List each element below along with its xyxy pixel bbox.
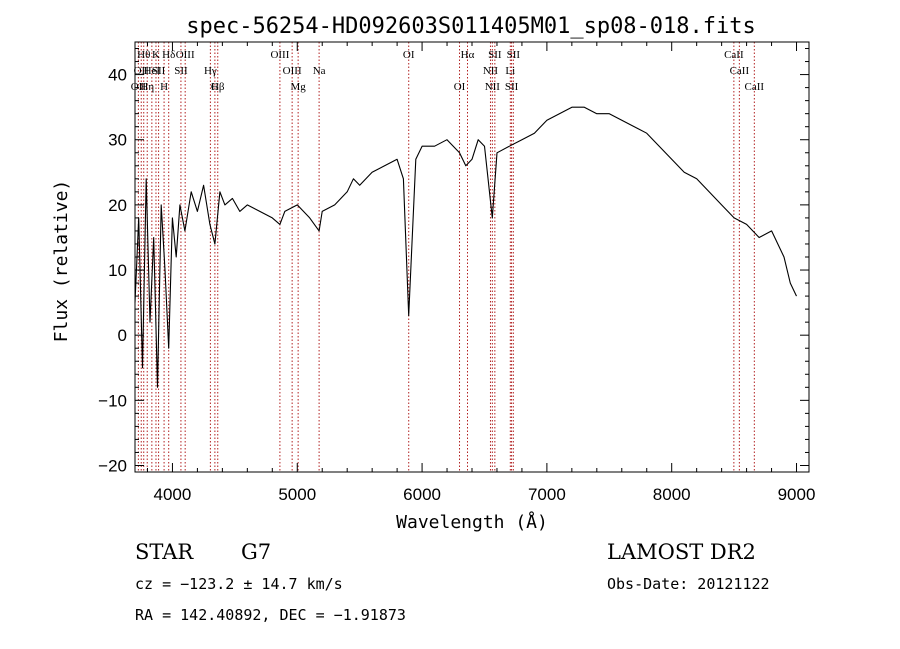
- obs-date-text: Obs-Date: 20121122: [607, 575, 770, 593]
- line-marker-label: Hγ: [204, 65, 217, 77]
- y-tick-label: 30: [108, 131, 127, 150]
- y-tick-label: 0: [118, 326, 127, 345]
- line-marker-label: OI: [403, 49, 415, 61]
- x-tick-label: 7000: [528, 485, 566, 504]
- chart-title: spec-56254-HD092603S011405M01_sp08-018.f…: [186, 14, 756, 39]
- line-marker-label: CaII: [724, 49, 744, 61]
- line-marker-label: OI: [454, 81, 466, 93]
- line-marker-label: Hδ: [162, 49, 175, 61]
- line-marker-label: NII: [485, 81, 501, 93]
- x-tick-label: 4000: [154, 485, 192, 504]
- survey-label: LAMOST DR2: [607, 540, 756, 564]
- line-marker-labels: OIIOIIHθHηHeIKSIIHHδSIIOIIIHγGHβOIIIOIII…: [131, 49, 765, 93]
- line-marker-label: K: [152, 49, 160, 61]
- line-marker-label: Hβ: [211, 81, 225, 93]
- line-marker-label: SII: [505, 81, 519, 93]
- line-marker-label: SII: [507, 49, 521, 61]
- line-marker-label: NII: [483, 65, 499, 77]
- line-marker-label: CaII: [745, 81, 765, 93]
- spectrum-series: [135, 107, 797, 387]
- spectrum-line: [135, 107, 797, 387]
- x-tick-label: 9000: [778, 485, 816, 504]
- spectrum-chart: spec-56254-HD092603S011405M01_sp08-018.f…: [0, 0, 900, 649]
- y-tick-label: 20: [108, 196, 127, 215]
- line-marker-label: OIII: [270, 49, 289, 61]
- line-marker-label: OIII: [283, 65, 302, 77]
- x-tick-label: 8000: [653, 485, 691, 504]
- line-marker-label: Hθ: [137, 49, 150, 61]
- x-axis-ticks: 4000 5000 6000 7000 8000 9000: [147, 42, 815, 504]
- line-marker-label: CaII: [730, 65, 750, 77]
- plot-frame: [135, 42, 809, 472]
- line-marker-label: Li: [505, 65, 515, 77]
- x-tick-label: 6000: [403, 485, 441, 504]
- subclass-label: G7: [241, 540, 271, 564]
- redshift-text: cz = −123.2 ± 14.7 km/s: [135, 575, 343, 593]
- line-marker-label: SII: [152, 65, 166, 77]
- line-marker-label: Na: [313, 65, 326, 77]
- class-label: STAR: [135, 540, 194, 564]
- coords-text: RA = 142.40892, DEC = −1.91873: [135, 606, 406, 624]
- y-tick-label: 10: [108, 261, 127, 280]
- line-marker-label: OIII: [176, 49, 195, 61]
- y-axis-ticks: −20 −10 0 10 20 30 40: [98, 49, 809, 476]
- line-markers: [138, 42, 754, 472]
- y-axis-label: Flux (relative): [51, 180, 72, 343]
- y-tick-label: −10: [98, 391, 127, 410]
- line-marker-label: H: [160, 81, 168, 93]
- line-marker-label: Hη: [140, 81, 154, 93]
- line-marker-label: SII: [174, 65, 188, 77]
- line-marker-label: Mg: [290, 81, 306, 93]
- x-axis-label: Wavelength (Å): [396, 511, 548, 533]
- y-tick-label: 40: [108, 66, 127, 85]
- y-tick-label: −20: [98, 456, 127, 475]
- x-tick-label: 5000: [278, 485, 316, 504]
- line-marker-label: Hα: [461, 49, 475, 61]
- line-marker-label: SII: [488, 49, 502, 61]
